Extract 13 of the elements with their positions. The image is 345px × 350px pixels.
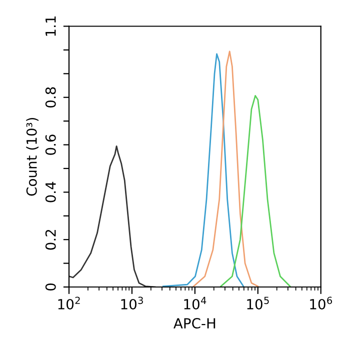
x-tick-label: 10$^{4}$ [184,296,206,310]
y-tick-label: 0.2 [45,230,56,250]
y-tick-label: 0.6 [45,134,56,155]
x-tick-label: 10$^{6}$ [310,296,332,310]
y-tick-label: 0 [45,284,56,291]
y-tick-label: 0.4 [45,182,56,202]
x-axis-title: APC-H [174,318,216,329]
y-tick-label: 1.1 [46,16,56,36]
y-tick-label: 0.8 [45,87,56,108]
x-tick-label: 10$^{2}$ [58,296,80,310]
x-tick-label: 10$^{5}$ [247,296,269,310]
x-tick-label: 10$^{3}$ [121,296,143,310]
y-axis-title: Count (10³) [26,118,39,196]
